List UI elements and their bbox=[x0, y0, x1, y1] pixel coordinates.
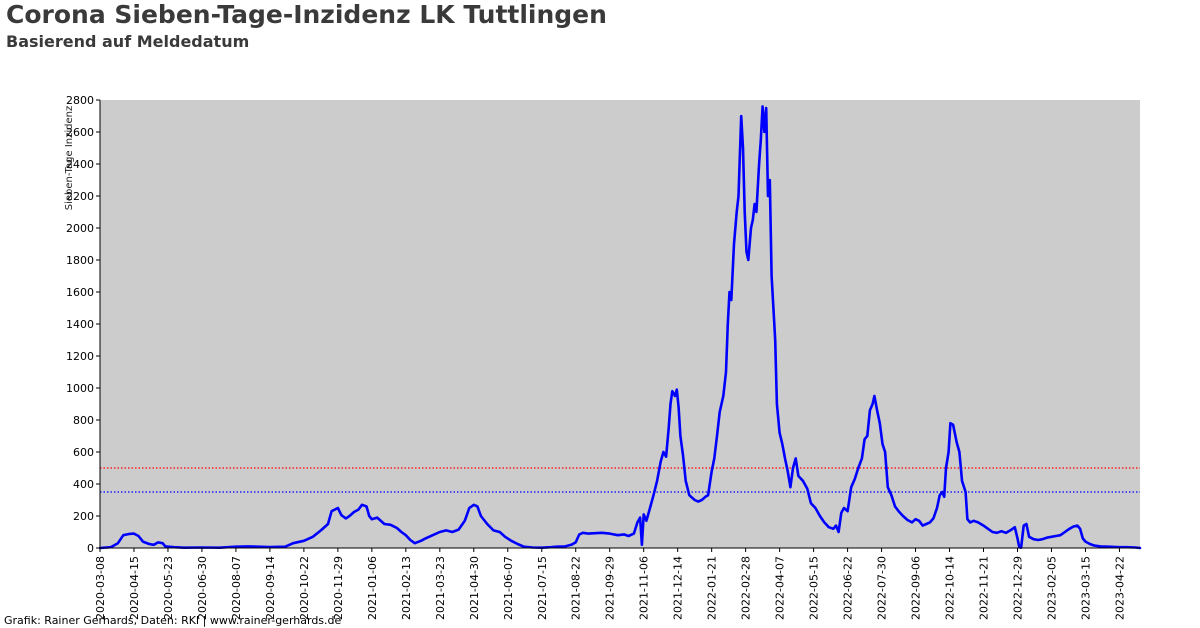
y-tick-label: 400 bbox=[73, 478, 94, 491]
x-tick-label: 2022-02-28 bbox=[740, 556, 753, 620]
y-tick-label: 1600 bbox=[66, 286, 94, 299]
y-tick-label: 0 bbox=[87, 542, 94, 555]
x-tick-label: 2023-03-15 bbox=[1079, 556, 1092, 620]
x-tick-label: 2023-02-05 bbox=[1045, 556, 1058, 620]
y-tick-label: 2600 bbox=[66, 126, 94, 139]
x-tick-label: 2021-11-06 bbox=[638, 556, 651, 620]
series-layer bbox=[98, 105, 1142, 550]
footer-credit: Grafik: Rainer Gerhards, Daten: RKI | ww… bbox=[4, 614, 342, 627]
x-tick-label: 2021-12-14 bbox=[672, 556, 685, 620]
y-tick-label: 800 bbox=[73, 414, 94, 427]
x-tick-label: 2020-09-14 bbox=[264, 556, 277, 620]
x-tick-label: 2022-04-07 bbox=[774, 556, 787, 620]
x-tick-label: 2022-10-14 bbox=[944, 556, 957, 620]
series-line bbox=[98, 105, 1142, 550]
x-tick-label: 2020-04-15 bbox=[128, 556, 141, 620]
x-tick-label: 2020-08-07 bbox=[230, 556, 243, 620]
y-axis-title: Sieben-Tage Inzidenz bbox=[64, 106, 75, 210]
y-tick-label: 200 bbox=[73, 510, 94, 523]
x-tick-label: 2022-07-30 bbox=[876, 556, 889, 620]
x-tick-label: 2021-08-22 bbox=[570, 556, 583, 620]
x-tick-label: 2021-04-30 bbox=[468, 556, 481, 620]
x-tick-label: 2022-12-29 bbox=[1011, 556, 1024, 620]
x-tick-label: 2020-06-30 bbox=[196, 556, 209, 620]
x-tick-label: 2022-05-15 bbox=[808, 556, 821, 620]
y-tick-label: 600 bbox=[73, 446, 94, 459]
chart-title: Corona Sieben-Tage-Inzidenz LK Tuttlinge… bbox=[6, 0, 607, 29]
x-tick-label: 2021-03-23 bbox=[434, 556, 447, 620]
y-tick-label: 1000 bbox=[66, 382, 94, 395]
x-tick-label: 2020-10-22 bbox=[298, 556, 311, 620]
x-tick-label: 2022-06-22 bbox=[842, 556, 855, 620]
y-tick-label: 1200 bbox=[66, 350, 94, 363]
x-tick-label: 2021-01-06 bbox=[366, 556, 379, 620]
x-tick-label: 2021-07-15 bbox=[536, 556, 549, 620]
y-tick-label: 2400 bbox=[66, 158, 94, 171]
x-tick-label: 2020-03-08 bbox=[94, 556, 107, 620]
x-axis: 2020-03-08 2020-04-15 2020-05-23 2020-06-30… bbox=[94, 547, 1140, 620]
x-tick-label: 2022-09-06 bbox=[910, 556, 923, 620]
y-tick-label: 2200 bbox=[66, 190, 94, 203]
y-tick-label: 2000 bbox=[66, 222, 94, 235]
chart-subtitle: Basierend auf Meldedatum bbox=[6, 32, 250, 51]
x-tick-label: 2022-11-21 bbox=[978, 556, 991, 620]
x-tick-label: 2023-04-22 bbox=[1113, 556, 1126, 620]
y-tick-label: 2800 bbox=[66, 94, 94, 107]
x-tick-label: 2020-05-23 bbox=[162, 556, 175, 620]
y-axis: 0 200 400 600 800 1000 1200 1400 1600 1800 2000 220… bbox=[66, 94, 101, 555]
x-tick-label: 2021-09-29 bbox=[604, 556, 617, 620]
plot-area bbox=[100, 100, 1140, 548]
x-tick-label: 2021-02-13 bbox=[400, 556, 413, 620]
x-tick-label: 2020-11-29 bbox=[332, 556, 345, 620]
y-tick-label: 1400 bbox=[66, 318, 94, 331]
x-tick-label: 2021-06-07 bbox=[502, 556, 515, 620]
y-tick-label: 1800 bbox=[66, 254, 94, 267]
x-tick-label: 2022-01-21 bbox=[706, 556, 719, 620]
